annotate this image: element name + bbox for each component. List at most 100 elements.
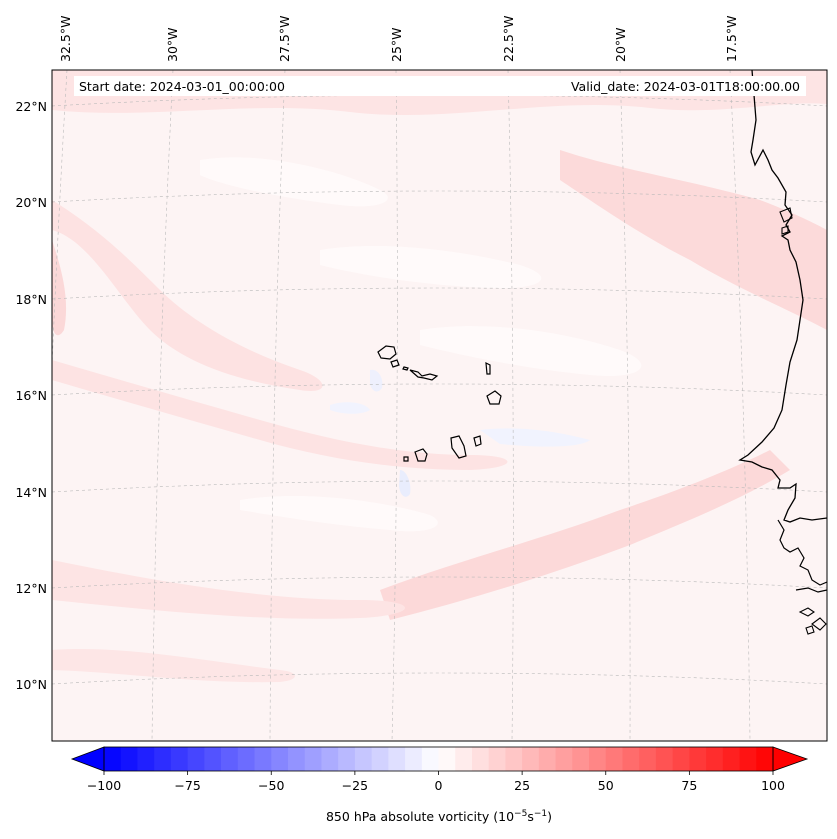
island-sao-vicente [390, 359, 400, 368]
header-bar [74, 76, 806, 96]
colorbar-tick-label: 0 [435, 778, 443, 793]
island-maio [473, 435, 482, 447]
colorbar-cell [137, 747, 155, 771]
lon-label: 25°W [389, 27, 404, 62]
colorbar-cell [421, 747, 439, 771]
vorticity-neutral-patch-1 [200, 157, 388, 207]
colorbar-cell [154, 747, 172, 771]
vorticity-swath-west [52, 200, 323, 391]
colorbar-label-mid: s [527, 809, 534, 824]
colorbar-tick-label: −75 [174, 778, 200, 793]
meridian-line [619, 70, 631, 741]
colorbar-cell [739, 747, 757, 771]
colorbar-cell [204, 747, 222, 771]
colorbar-tick-label: −100 [87, 778, 121, 793]
vorticity-neutral-patch-4 [240, 495, 438, 532]
colorbar-cell [237, 747, 255, 771]
parallel-line [52, 287, 827, 300]
island-brava [403, 456, 409, 462]
vorticity-swath-low-left [52, 649, 295, 683]
meridian-line [269, 70, 286, 741]
vorticity-neutral-patch-2 [320, 245, 542, 289]
lat-label: 18°N [15, 292, 47, 307]
colorbar-cell [672, 747, 690, 771]
colorbar-cell [471, 747, 490, 771]
island-boa-vista [486, 390, 502, 405]
colorbar-cell [655, 747, 674, 771]
colorbar-cell [221, 747, 239, 771]
parallel-line [52, 94, 827, 107]
parallel-line [52, 672, 827, 685]
island-sal [485, 361, 491, 375]
colorbar-cell [722, 747, 740, 771]
colorbar-max-extension [772, 746, 809, 772]
colorbar-tick-label: 75 [681, 778, 697, 793]
island-fogo [414, 448, 428, 462]
colorbar: −100 −75 −50 −25 0 25 50 75 100 850 hPa absolute… [70, 746, 809, 824]
africa-coastline [738, 70, 827, 523]
map-frame [51, 69, 828, 742]
colorbar-cell [589, 747, 607, 771]
meridian-line [507, 70, 514, 741]
vorticity-negative-patch-4 [330, 402, 370, 414]
island-santiago [450, 435, 467, 459]
colorbar-cell [388, 747, 406, 771]
colorbar-cell [170, 747, 189, 771]
bijagos-island-1 [798, 607, 815, 617]
colorbar-cell [639, 747, 657, 771]
parallel-line [52, 480, 827, 493]
vorticity-negative-patch-1 [370, 369, 383, 392]
lon-label: 30°W [165, 27, 180, 62]
colorbar-cell [187, 747, 205, 771]
colorbar-cell [287, 747, 306, 771]
parallel-line [52, 383, 827, 396]
longitude-labels: 32.5°W 30°W 27.5°W 25°W 22.5°W 20°W 17.5… [58, 16, 739, 62]
vorticity-swath-southeast [380, 450, 790, 620]
colorbar-cell [505, 747, 523, 771]
colorbar-cell [555, 747, 573, 771]
lon-label: 22.5°W [501, 16, 516, 62]
colorbar-cell [706, 747, 724, 771]
colorbar-cell [254, 747, 272, 771]
colorbar-cell [455, 747, 473, 771]
colorbar-tick-label: −25 [342, 778, 368, 793]
lat-label: 16°N [15, 388, 47, 403]
colorbar-cell [405, 747, 423, 771]
colorbar-label-exp1: −5 [514, 809, 527, 819]
senegal-river-outline [777, 519, 827, 586]
colorbar-cell [756, 747, 774, 771]
colorbar-cell [605, 747, 623, 771]
coastal-island-1 [779, 207, 793, 223]
colorbar-cell [338, 747, 356, 771]
colorbar-cell [271, 747, 289, 771]
colorbar-label-main: 850 hPa absolute vorticity (10 [326, 809, 514, 824]
colorbar-cell [120, 747, 138, 771]
colorbar-tick-label: 50 [598, 778, 614, 793]
parallel-line [52, 190, 827, 203]
lat-label: 10°N [15, 677, 47, 692]
lon-label: 20°W [613, 27, 628, 62]
coastal-island-2 [781, 225, 789, 235]
colorbar-cell [354, 747, 373, 771]
parallel-line [52, 576, 827, 589]
colorbar-ticks: −100 −75 −50 −25 0 25 50 75 100 [87, 771, 785, 793]
colorbar-tick-label: 100 [761, 778, 785, 793]
colorbar-cell [304, 747, 322, 771]
colorbar-cell [538, 747, 556, 771]
colorbar-label-end: ) [547, 809, 552, 824]
colorbar-cell [488, 747, 506, 771]
vorticity-swath-mid [52, 360, 508, 470]
vorticity-swath-south [52, 560, 405, 619]
vorticity-neutral-patch-3 [420, 326, 642, 376]
colorbar-label-exp2: −1 [534, 809, 547, 819]
island-sao-nicolau [409, 369, 439, 381]
colorbar-cell [572, 747, 590, 771]
lat-label: 20°N [15, 195, 47, 210]
vorticity-swath-northeast [560, 150, 827, 330]
colorbar-cells [104, 747, 774, 771]
colorbar-cell [622, 747, 640, 771]
colorbar-cell [104, 747, 122, 771]
colorbar-min-extension [70, 746, 105, 772]
meridian-line [391, 70, 398, 741]
